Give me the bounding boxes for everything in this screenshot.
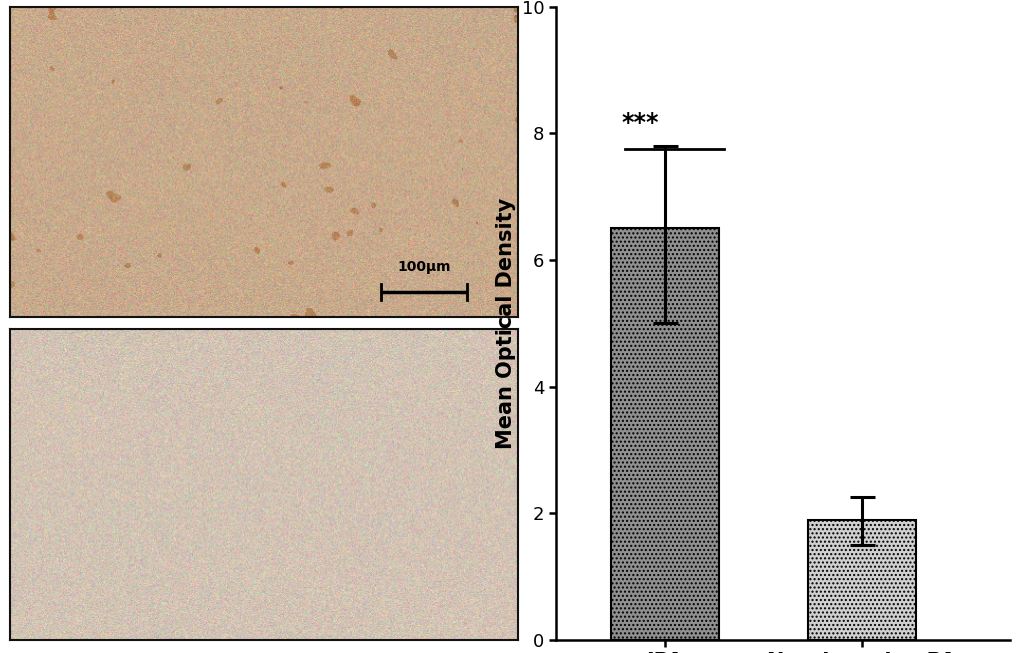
Bar xyxy=(610,228,718,640)
Y-axis label: Mean Optical Density: Mean Optical Density xyxy=(496,198,516,449)
Text: 100μm: 100μm xyxy=(397,259,450,274)
Text: ***: *** xyxy=(621,111,658,135)
Bar xyxy=(807,520,915,640)
